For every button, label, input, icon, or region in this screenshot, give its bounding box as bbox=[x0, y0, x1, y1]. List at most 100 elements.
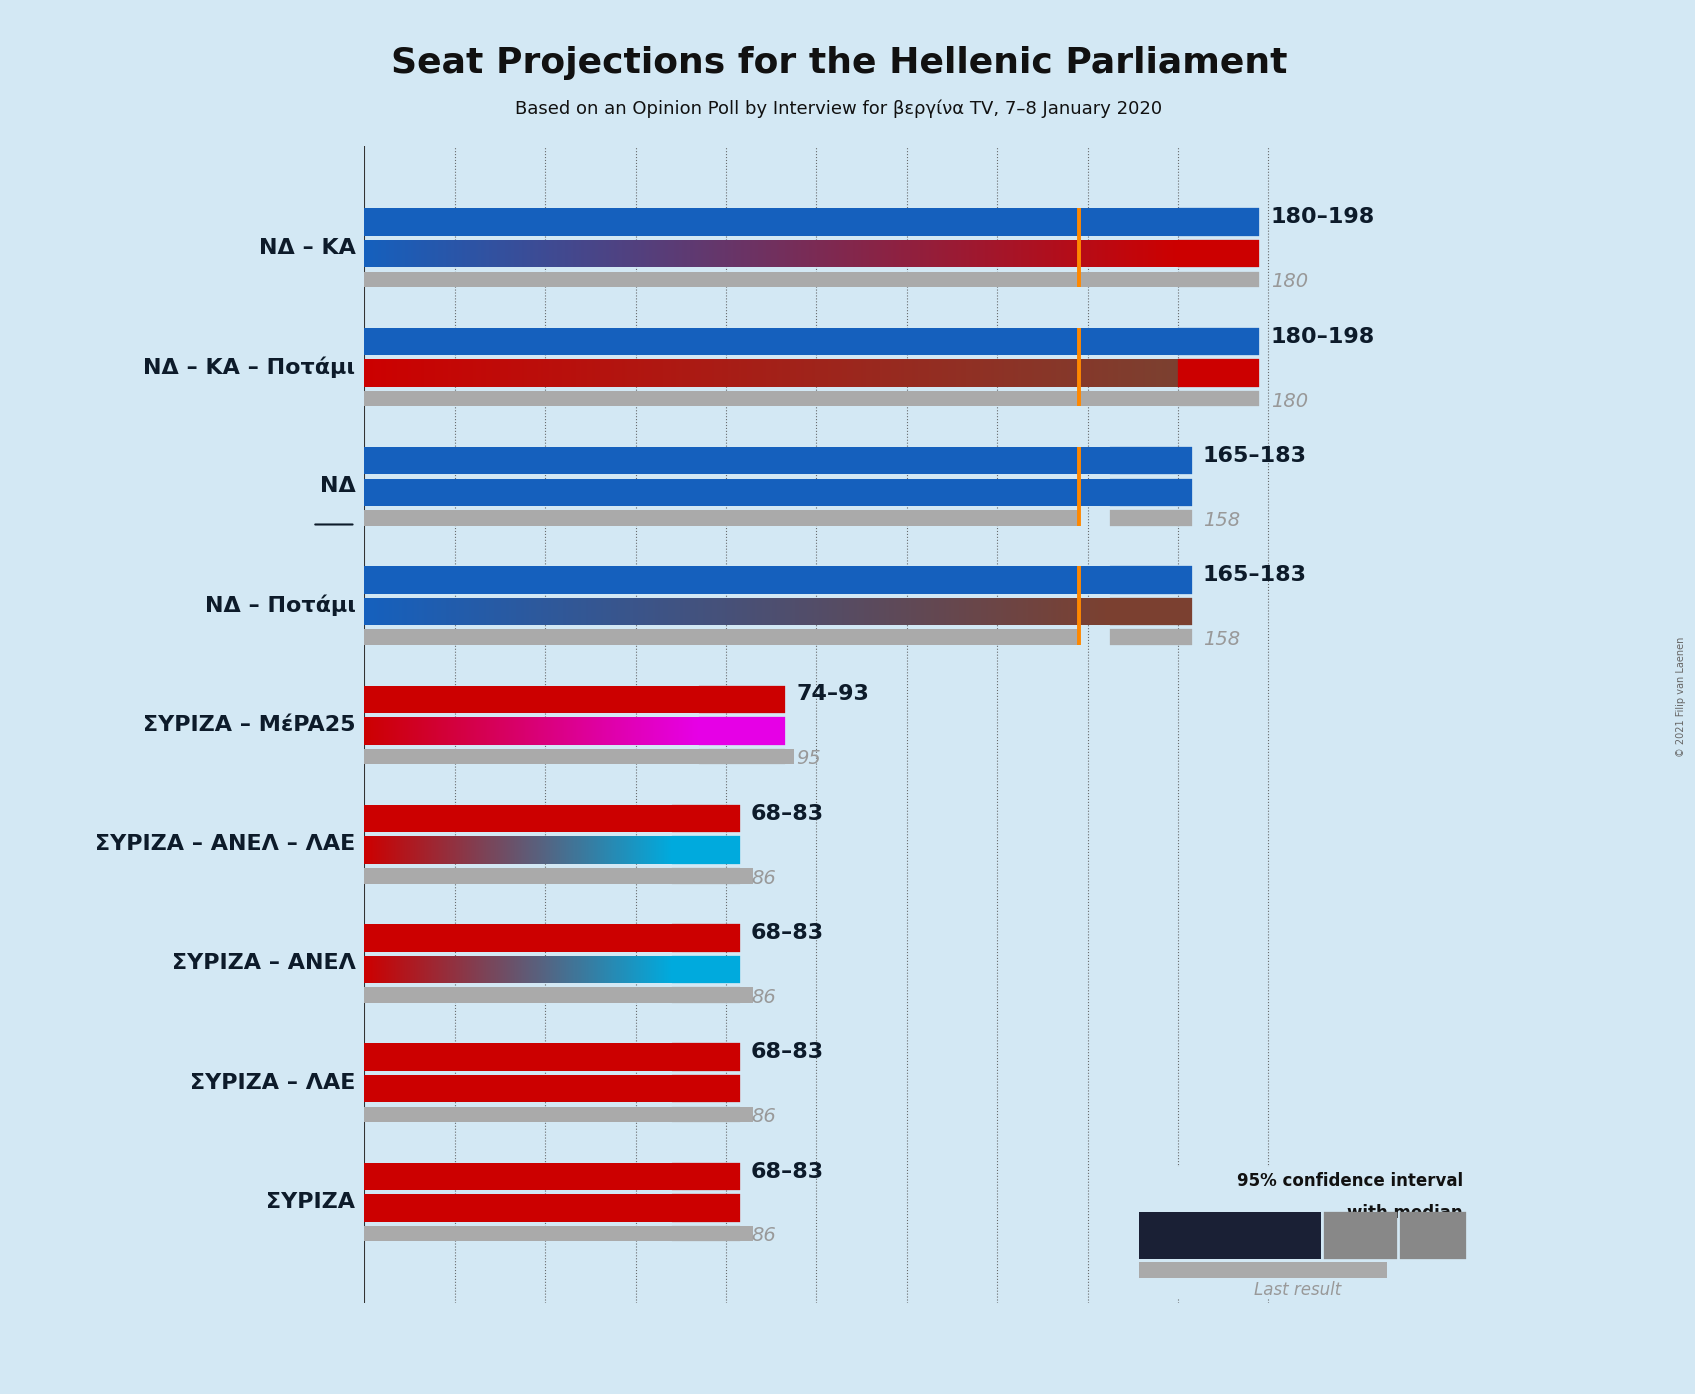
Bar bbox=[1009, 598, 1014, 626]
Bar bbox=[524, 598, 529, 626]
Bar bbox=[1129, 360, 1134, 386]
Bar bbox=[402, 240, 407, 268]
Bar bbox=[1088, 240, 1093, 268]
Bar bbox=[637, 598, 642, 626]
Bar bbox=[461, 836, 464, 864]
Bar bbox=[881, 598, 886, 626]
Bar bbox=[395, 956, 397, 983]
Bar bbox=[476, 598, 481, 626]
Bar bbox=[707, 598, 712, 626]
Bar bbox=[688, 717, 692, 744]
Bar bbox=[1056, 598, 1061, 626]
Bar bbox=[588, 956, 592, 983]
Bar bbox=[1168, 360, 1173, 386]
Bar bbox=[558, 836, 561, 864]
Bar bbox=[510, 956, 514, 983]
Bar bbox=[670, 956, 673, 983]
Bar bbox=[961, 240, 966, 268]
Bar bbox=[563, 956, 566, 983]
Bar bbox=[685, 240, 690, 268]
Bar bbox=[666, 836, 670, 864]
Bar bbox=[1109, 598, 1112, 626]
Bar bbox=[573, 360, 578, 386]
Bar bbox=[593, 836, 597, 864]
Bar bbox=[585, 836, 588, 864]
Bar bbox=[680, 240, 685, 268]
Bar bbox=[378, 240, 383, 268]
Bar bbox=[420, 836, 424, 864]
Bar bbox=[571, 717, 575, 744]
Bar bbox=[1178, 390, 1259, 407]
Bar bbox=[612, 836, 615, 864]
Bar bbox=[397, 360, 402, 386]
Bar bbox=[642, 956, 646, 983]
Bar bbox=[554, 956, 558, 983]
Bar bbox=[673, 717, 676, 744]
Bar bbox=[656, 956, 659, 983]
Bar bbox=[600, 836, 603, 864]
Bar bbox=[888, 240, 893, 268]
Bar bbox=[493, 836, 495, 864]
Bar bbox=[1085, 598, 1090, 626]
Bar bbox=[390, 717, 393, 744]
Bar bbox=[619, 360, 624, 386]
Bar bbox=[553, 836, 556, 864]
Bar bbox=[576, 836, 578, 864]
Bar bbox=[449, 836, 453, 864]
Bar bbox=[1151, 360, 1156, 386]
Bar bbox=[659, 956, 663, 983]
Bar bbox=[890, 360, 895, 386]
Bar bbox=[454, 836, 458, 864]
Bar bbox=[929, 240, 934, 268]
Bar bbox=[444, 717, 447, 744]
Bar bbox=[437, 717, 441, 744]
Bar bbox=[907, 240, 912, 268]
Bar bbox=[397, 836, 400, 864]
Bar bbox=[531, 240, 536, 268]
Text: 68–83: 68–83 bbox=[751, 923, 824, 942]
Bar bbox=[1088, 598, 1093, 626]
Bar bbox=[520, 956, 524, 983]
Bar bbox=[736, 598, 739, 626]
Bar bbox=[476, 956, 480, 983]
Bar bbox=[488, 717, 492, 744]
Bar bbox=[612, 360, 617, 386]
Bar bbox=[483, 598, 488, 626]
Bar bbox=[983, 360, 988, 386]
Bar bbox=[451, 836, 454, 864]
Bar bbox=[663, 240, 668, 268]
Bar bbox=[1110, 598, 1192, 626]
Bar bbox=[651, 836, 654, 864]
Bar bbox=[920, 360, 925, 386]
Bar bbox=[656, 836, 659, 864]
Text: 180–198: 180–198 bbox=[1271, 326, 1375, 347]
Bar bbox=[532, 717, 536, 744]
Bar bbox=[392, 240, 397, 268]
Bar bbox=[622, 836, 625, 864]
Bar bbox=[442, 836, 446, 864]
Bar bbox=[807, 360, 812, 386]
Bar bbox=[1086, 360, 1092, 386]
Bar bbox=[393, 836, 397, 864]
Bar bbox=[417, 956, 420, 983]
Bar bbox=[590, 956, 593, 983]
Bar bbox=[541, 598, 546, 626]
Bar bbox=[776, 360, 781, 386]
Bar bbox=[809, 240, 814, 268]
Bar bbox=[442, 360, 447, 386]
Bar bbox=[558, 836, 561, 864]
Bar bbox=[508, 717, 512, 744]
Bar bbox=[615, 717, 619, 744]
Bar bbox=[575, 717, 578, 744]
Bar bbox=[368, 836, 371, 864]
Bar bbox=[1080, 598, 1085, 626]
Bar bbox=[710, 598, 715, 626]
Bar bbox=[1102, 360, 1107, 386]
Bar bbox=[666, 956, 670, 983]
Bar bbox=[914, 598, 919, 626]
Bar bbox=[546, 717, 549, 744]
Bar bbox=[671, 717, 675, 744]
Bar bbox=[498, 717, 502, 744]
Bar bbox=[1000, 598, 1005, 626]
Bar bbox=[568, 598, 573, 626]
